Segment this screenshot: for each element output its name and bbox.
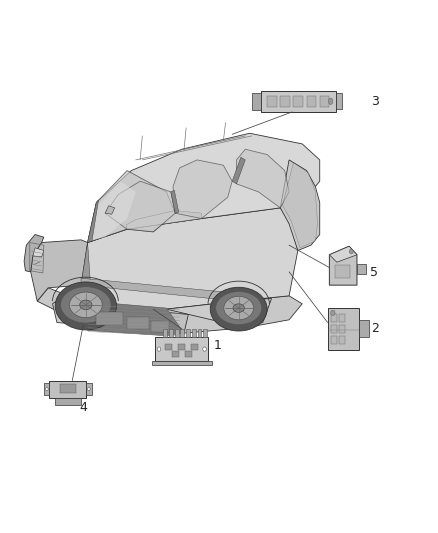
Polygon shape — [85, 301, 184, 336]
Ellipse shape — [88, 387, 90, 391]
Polygon shape — [88, 133, 320, 243]
Polygon shape — [88, 171, 175, 243]
Polygon shape — [126, 211, 201, 229]
Bar — [185, 351, 192, 357]
Text: 3: 3 — [371, 95, 379, 108]
Polygon shape — [81, 243, 92, 325]
Polygon shape — [86, 383, 92, 395]
Polygon shape — [49, 381, 86, 398]
Bar — [191, 344, 198, 350]
Polygon shape — [175, 329, 179, 337]
Polygon shape — [252, 93, 261, 110]
Polygon shape — [357, 264, 366, 274]
Text: 5: 5 — [370, 266, 378, 279]
Bar — [172, 351, 179, 357]
Ellipse shape — [80, 300, 92, 310]
Ellipse shape — [46, 387, 48, 391]
Polygon shape — [329, 246, 357, 262]
Polygon shape — [171, 190, 179, 213]
Bar — [339, 336, 345, 344]
Polygon shape — [33, 248, 44, 257]
Bar — [127, 317, 149, 329]
Bar — [331, 314, 337, 322]
Polygon shape — [192, 329, 196, 337]
Polygon shape — [328, 308, 359, 350]
Bar — [339, 325, 345, 333]
Ellipse shape — [350, 249, 353, 254]
Polygon shape — [37, 288, 302, 333]
Ellipse shape — [328, 98, 333, 104]
Bar — [280, 96, 290, 107]
Polygon shape — [329, 246, 357, 285]
Polygon shape — [169, 329, 173, 337]
Bar — [151, 321, 169, 332]
Bar — [178, 344, 185, 350]
Bar — [165, 344, 172, 350]
Polygon shape — [44, 383, 49, 395]
Polygon shape — [283, 163, 318, 248]
Polygon shape — [237, 149, 289, 208]
Bar — [335, 265, 350, 278]
Text: 4: 4 — [79, 401, 87, 414]
Polygon shape — [336, 93, 342, 109]
Polygon shape — [180, 329, 184, 337]
Polygon shape — [53, 293, 88, 325]
Polygon shape — [60, 384, 76, 393]
Ellipse shape — [60, 287, 111, 323]
Bar — [293, 96, 303, 107]
Polygon shape — [24, 235, 44, 272]
Polygon shape — [79, 208, 298, 309]
Polygon shape — [55, 398, 81, 405]
Ellipse shape — [233, 304, 244, 312]
Bar — [331, 325, 337, 333]
Ellipse shape — [224, 296, 254, 320]
Polygon shape — [261, 91, 336, 112]
Polygon shape — [198, 329, 201, 337]
Polygon shape — [186, 329, 190, 337]
Bar — [267, 96, 277, 107]
Polygon shape — [90, 181, 136, 241]
Polygon shape — [173, 160, 232, 219]
Ellipse shape — [55, 282, 117, 330]
Bar — [331, 336, 337, 344]
Polygon shape — [31, 240, 88, 301]
Ellipse shape — [69, 292, 102, 318]
Text: 1: 1 — [214, 339, 222, 352]
Bar — [339, 314, 345, 322]
Ellipse shape — [331, 310, 335, 316]
Polygon shape — [163, 329, 167, 337]
Bar — [320, 96, 329, 107]
Bar — [307, 96, 316, 107]
Polygon shape — [81, 285, 272, 328]
Polygon shape — [105, 181, 175, 232]
Polygon shape — [232, 157, 245, 184]
Polygon shape — [155, 337, 208, 361]
Bar — [96, 312, 123, 325]
Ellipse shape — [203, 347, 206, 351]
Polygon shape — [105, 206, 115, 214]
Polygon shape — [85, 305, 188, 333]
Polygon shape — [81, 278, 243, 301]
Polygon shape — [280, 160, 320, 251]
Ellipse shape — [215, 292, 261, 325]
Polygon shape — [203, 329, 207, 337]
Text: 2: 2 — [371, 322, 379, 335]
Ellipse shape — [157, 347, 161, 351]
Ellipse shape — [210, 287, 267, 331]
Polygon shape — [359, 320, 369, 337]
Polygon shape — [88, 200, 99, 243]
Polygon shape — [152, 361, 212, 365]
